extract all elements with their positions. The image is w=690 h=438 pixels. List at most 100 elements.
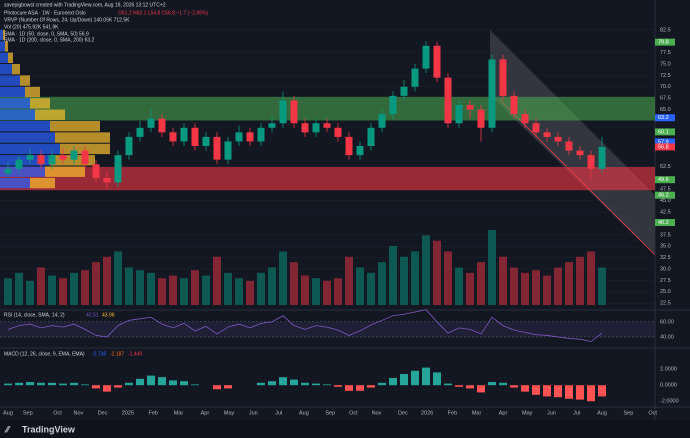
volume-bar [554,267,562,305]
volume-bar [499,256,507,305]
volume-bar [400,256,408,305]
y-tick-label: 0.0000 [660,383,677,389]
y-tick-label: 67.5 [660,96,671,102]
volume-bar [246,280,254,305]
macd-reading: -0.738 [92,351,106,357]
candle-body [378,114,386,128]
candle-body [301,123,309,133]
macd-bar [37,382,45,386]
profile-up [0,86,25,98]
macd-bar [81,384,89,386]
macd-bar [147,375,155,386]
macd-bar [598,385,606,397]
candle-body [532,123,540,133]
volume-bar [576,256,584,305]
profile-down [50,120,100,132]
profile-down [5,41,8,52]
candle-body [411,68,419,87]
candle-body [224,141,232,160]
macd-bar [488,382,496,386]
profile-down [50,155,95,166]
macd-bar [312,383,320,386]
macd-bar [466,385,474,389]
y-tick-label: 27.5 [660,278,671,284]
candle-body [565,141,573,151]
credit: savepigbowst created with TradingView.co… [4,2,166,8]
macd-bar [48,382,56,386]
candle-body [323,123,331,128]
price-tag [655,176,675,184]
candle-body [521,114,529,124]
macd-bar [565,385,573,399]
candle-body [213,136,221,160]
profile-up [0,177,30,189]
macd-bar [279,377,287,386]
price-tag [655,38,675,46]
volume-bar [191,270,199,305]
candle-body [246,132,254,142]
y-tick-label: 65.0 [660,107,671,113]
candle-body [235,132,243,142]
x-tick-label: Nov [74,410,84,416]
candle-body [48,155,56,165]
profile-down [8,52,13,63]
candle-body [169,132,177,142]
candle-body [312,123,320,133]
price-tag [655,191,675,199]
macd-bar [510,385,518,388]
volume-bar [180,278,188,305]
volume-bar [422,235,430,305]
x-tick-label: Apr [499,410,508,416]
profile-up [0,41,5,52]
volume-bar [26,280,34,305]
volume-bar [158,278,166,305]
x-tick-label: Jul [573,410,580,416]
profile-up [0,155,50,166]
y-tick-label: 45.0 [660,198,671,204]
candle-body [554,136,562,142]
macd-bar [345,385,353,391]
footer-icon: ⁄⁄ [4,424,12,434]
volume-bar [587,251,595,305]
price-tag-label: 79.8 [658,40,669,46]
profile-up [0,29,3,41]
profile-down [55,132,110,143]
zone [0,166,655,191]
x-tick-label: Dec [398,410,408,416]
macd-bar [114,385,122,388]
x-tick-label: Aug [3,410,13,416]
x-tick-label: Apr [201,410,210,416]
macd-reading: -2.187 [110,351,124,357]
volume-bar [521,272,529,305]
chart-title: Photocure ASA · 1W · Euronext Oslo [4,10,86,16]
candle-body [81,150,89,165]
macd-bar [290,379,298,386]
indicator: Vol (20) 475.92K 541.9K [4,24,59,30]
volume-bar [367,272,375,305]
profile-down [30,98,50,109]
footer-bar [0,420,690,438]
candle-body [92,164,100,178]
macd-bar [389,378,397,386]
macd-bar [554,385,562,398]
macd-bar [257,382,265,386]
y-tick-label: 77.5 [660,50,671,56]
price-tag-label: 60.1 [658,129,669,135]
price-tag-label: 40.2 [658,220,669,226]
volume-bar [598,267,606,305]
macd-bar [169,380,177,386]
candle-body [576,150,584,156]
macd-bar [4,383,12,386]
volume-bar [444,251,452,305]
footer-logo: TradingView [22,424,76,434]
header: savepigbowst created with TradingView.co… [4,2,208,434]
volume-bar [345,256,353,305]
candle-body [488,59,496,128]
volume-bar [202,275,210,305]
volume-bar [125,267,133,305]
volume-bar [169,275,177,305]
candle-body [125,136,133,156]
price-tag [655,219,675,227]
volume-bar [323,280,331,305]
y-tick-label: 70.0 [660,84,671,90]
